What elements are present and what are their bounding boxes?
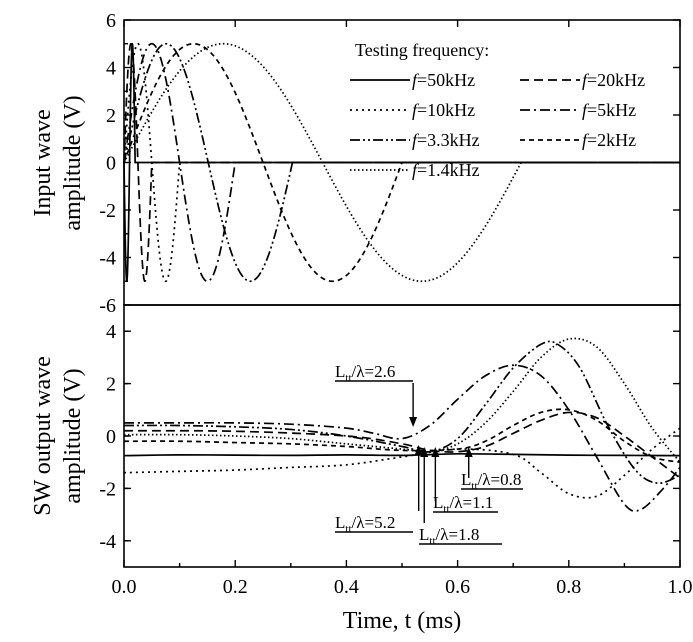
bottom-ytick-label: -2 [99, 478, 116, 500]
bottom-ytick-label: 2 [106, 374, 116, 396]
x-axis-title: Time, t (ms) [343, 608, 461, 634]
annotation-label: Ltt/λ=5.2 [335, 513, 395, 535]
bottom-ticks: -4 -2 0 2 4 0.0 0.2 0.4 0.6 0.8 1.0 [99, 321, 692, 598]
legend-label: f=1.4kHz [412, 160, 480, 180]
bottom-series-line [123, 408, 681, 464]
annotation-label: Ltt/λ=0.8 [461, 470, 521, 492]
top-series-line [123, 42, 680, 283]
legend-entries: f=50kHz f=20kHz f=10kHz f=5kHz f=3.3kHz f=2kH… [350, 70, 645, 180]
top-ytick-label: 0 [106, 153, 116, 175]
xtick-label: 0.6 [445, 576, 470, 598]
legend-label: f=20kHz [582, 70, 645, 90]
top-ytick-label: -4 [99, 248, 116, 270]
bottom-ylabel-line2: amplitude (V) [60, 368, 86, 503]
top-ytick-label: -6 [99, 295, 116, 317]
annotation-arrowhead [409, 417, 418, 427]
annotation-arrowhead [414, 445, 423, 455]
bottom-plot-frame [123, 304, 681, 568]
xtick-label: 0.4 [334, 576, 359, 598]
top-series-line [123, 42, 680, 283]
top-series-group [123, 42, 680, 283]
bottom-series-line [123, 427, 681, 499]
top-ytick-label: 2 [106, 105, 116, 127]
annotation-label: Ltt/λ=1.1 [433, 493, 493, 515]
top-series-line [123, 42, 680, 283]
bottom-series-line [123, 411, 681, 479]
legend-label: f=10kHz [412, 100, 475, 120]
bottom-series-line [123, 452, 681, 457]
legend-label: f=3.3kHz [412, 130, 480, 150]
annotation-arrowhead [431, 447, 440, 457]
bottom-ylabel-line1: SW output wave [30, 356, 56, 516]
top-series-line [123, 42, 680, 283]
legend-label: f=50kHz [412, 70, 475, 90]
top-ytick-label: 4 [106, 58, 116, 80]
top-ylabel-line2: amplitude (V) [60, 95, 86, 230]
annotation-label: Ltt/λ=1.8 [419, 525, 479, 547]
xtick-label: 1.0 [668, 576, 693, 598]
legend-label: f=2kHz [582, 130, 636, 150]
xtick-label: 0.2 [223, 576, 248, 598]
bottom-series-line [123, 337, 681, 463]
bottom-ytick-label: -4 [99, 531, 116, 553]
xtick-label: 0.0 [112, 576, 137, 598]
top-ytick-label: -2 [99, 200, 116, 222]
top-ytick-label: 6 [106, 10, 116, 32]
legend-title: Testing frequency: [355, 40, 489, 60]
bottom-series-group [123, 337, 681, 513]
bottom-series-line [124, 364, 681, 513]
top-ylabel-line1: Input wave [30, 109, 56, 216]
bottom-ytick-label: 0 [106, 426, 116, 448]
bottom-series-line [123, 340, 681, 485]
bottom-ytick-label: 4 [106, 321, 116, 343]
legend-label: f=5kHz [582, 100, 636, 120]
top-panel: -6 -4 -2 0 2 4 6 Testing frequency: f=50kHz f=2… [30, 10, 681, 317]
xtick-label: 0.8 [556, 576, 581, 598]
annotation-arrowhead [464, 447, 473, 457]
annotation-label: Ltt/λ=2.6 [335, 362, 395, 384]
top-legend: Testing frequency: f=50kHz f=20kHz f=10kHz… [350, 40, 645, 180]
